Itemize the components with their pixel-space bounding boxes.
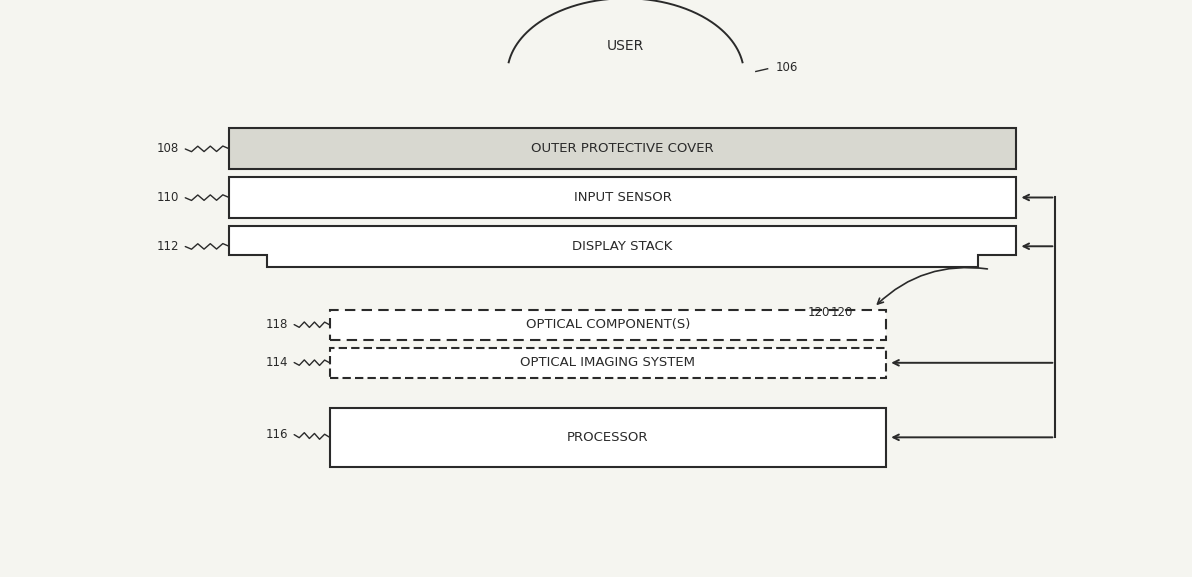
Text: PROCESSOR: PROCESSOR: [567, 431, 648, 444]
Bar: [229, 129, 1017, 169]
Text: 120: 120: [831, 306, 852, 319]
Text: 108: 108: [157, 143, 179, 155]
Bar: [330, 348, 886, 378]
Text: USER: USER: [607, 39, 644, 53]
Text: 106: 106: [776, 61, 799, 74]
Text: 120: 120: [808, 306, 831, 319]
Text: DISPLAY STACK: DISPLAY STACK: [572, 240, 672, 253]
Bar: [229, 177, 1017, 218]
Text: 112: 112: [157, 240, 179, 253]
Text: INPUT SENSOR: INPUT SENSOR: [573, 191, 671, 204]
Text: 114: 114: [266, 356, 288, 369]
Bar: [330, 310, 886, 340]
Text: OPTICAL COMPONENT(S): OPTICAL COMPONENT(S): [526, 319, 690, 331]
Text: 110: 110: [157, 191, 179, 204]
Polygon shape: [229, 226, 1017, 267]
Text: 116: 116: [266, 428, 288, 441]
Text: OUTER PROTECTIVE COVER: OUTER PROTECTIVE COVER: [532, 142, 714, 155]
Text: 118: 118: [266, 318, 288, 331]
Text: OPTICAL IMAGING SYSTEM: OPTICAL IMAGING SYSTEM: [521, 357, 695, 369]
Bar: [330, 407, 886, 467]
